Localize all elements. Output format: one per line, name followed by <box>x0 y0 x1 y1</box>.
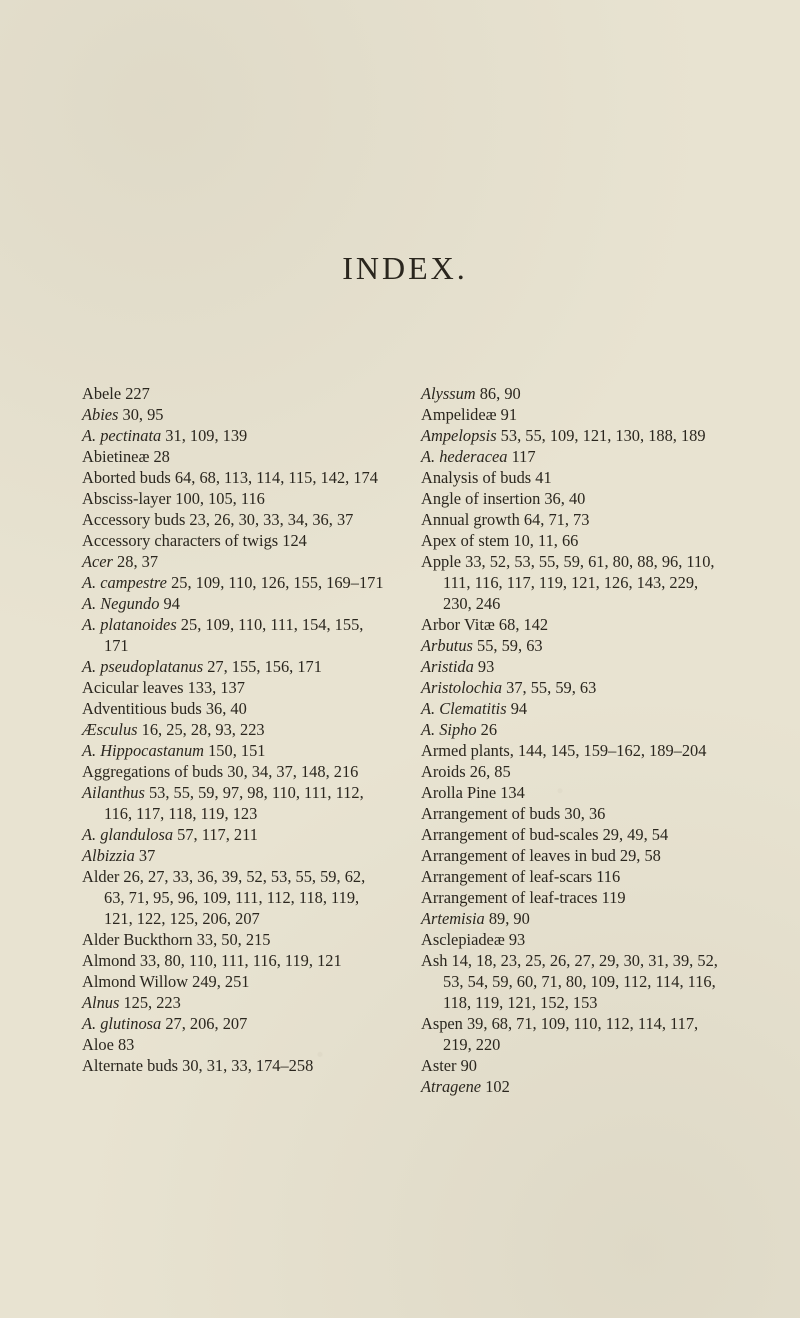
index-entry: Ampelideæ 91 <box>421 404 728 425</box>
index-entry: Annual growth 64, 71, 73 <box>421 509 728 530</box>
index-entry: Abies 30, 95 <box>82 404 389 425</box>
index-entry: Alder Buckthorn 33, 50, 215 <box>82 929 389 950</box>
index-entry: Ailanthus 53, 55, 59, 97, 98, 110, 111, … <box>82 782 389 824</box>
index-entry: Ash 14, 18, 23, 25, 26, 27, 29, 30, 31, … <box>421 950 728 1013</box>
index-entry: Ampelopsis 53, 55, 109, 121, 130, 188, 1… <box>421 425 728 446</box>
index-entry: Alternate buds 30, 31, 33, 174–258 <box>82 1055 389 1076</box>
index-entry: Arbor Vitæ 68, 142 <box>421 614 728 635</box>
index-columns: Abele 227Abies 30, 95A. pectinata 31, 10… <box>82 383 728 1097</box>
index-entry: Aloe 83 <box>82 1034 389 1055</box>
index-entry: Acicular leaves 133, 137 <box>82 677 389 698</box>
index-entry: Alyssum 86, 90 <box>421 383 728 404</box>
index-entry: Aspen 39, 68, 71, 109, 110, 112, 114, 11… <box>421 1013 728 1055</box>
index-entry: Apex of stem 10, 11, 66 <box>421 530 728 551</box>
index-entry: Adventitious buds 36, 40 <box>82 698 389 719</box>
index-entry: Aster 90 <box>421 1055 728 1076</box>
page: INDEX. Abele 227Abies 30, 95A. pectinata… <box>0 0 800 1318</box>
index-entry: Alder 26, 27, 33, 36, 39, 52, 53, 55, 59… <box>82 866 389 929</box>
index-entry: Almond Willow 249, 251 <box>82 971 389 992</box>
index-entry: A. platanoides 25, 109, 110, 111, 154, 1… <box>82 614 389 656</box>
index-entry: A. Negundo 94 <box>82 593 389 614</box>
index-entry: Arrangement of buds 30, 36 <box>421 803 728 824</box>
index-entry: Arrangement of leaf-traces 119 <box>421 887 728 908</box>
index-entry: Almond 33, 80, 110, 111, 116, 119, 121 <box>82 950 389 971</box>
index-entry: Accessory characters of twigs 124 <box>82 530 389 551</box>
index-entry: Arrangement of leaf-scars 116 <box>421 866 728 887</box>
index-entry: Aborted buds 64, 68, 113, 114, 115, 142,… <box>82 467 389 488</box>
index-entry: A. Sipho 26 <box>421 719 728 740</box>
index-entry: Angle of insertion 36, 40 <box>421 488 728 509</box>
index-entry: A. hederacea 117 <box>421 446 728 467</box>
index-entry: Accessory buds 23, 26, 30, 33, 34, 36, 3… <box>82 509 389 530</box>
index-entry: Arrangement of bud-scales 29, 49, 54 <box>421 824 728 845</box>
index-entry: Analysis of buds 41 <box>421 467 728 488</box>
page-title: INDEX. <box>82 250 728 287</box>
index-entry: A. pseudoplatanus 27, 155, 156, 171 <box>82 656 389 677</box>
index-entry: Atragene 102 <box>421 1076 728 1097</box>
index-entry: Arbutus 55, 59, 63 <box>421 635 728 656</box>
index-entry: Acer 28, 37 <box>82 551 389 572</box>
index-entry: Æsculus 16, 25, 28, 93, 223 <box>82 719 389 740</box>
index-entry: Apple 33, 52, 53, 55, 59, 61, 80, 88, 96… <box>421 551 728 614</box>
index-entry: Alnus 125, 223 <box>82 992 389 1013</box>
index-entry: A. Clematitis 94 <box>421 698 728 719</box>
index-entry: Armed plants, 144, 145, 159–162, 189–204 <box>421 740 728 761</box>
index-entry: Aggregations of buds 30, 34, 37, 148, 21… <box>82 761 389 782</box>
index-entry: Abele 227 <box>82 383 389 404</box>
index-entry: Absciss-layer 100, 105, 116 <box>82 488 389 509</box>
index-entry: Albizzia 37 <box>82 845 389 866</box>
index-entry: A. campestre 25, 109, 110, 126, 155, 169… <box>82 572 389 593</box>
index-entry: Abietineæ 28 <box>82 446 389 467</box>
index-entry: Artemisia 89, 90 <box>421 908 728 929</box>
index-entry: A. glutinosa 27, 206, 207 <box>82 1013 389 1034</box>
index-entry: Asclepiadeæ 93 <box>421 929 728 950</box>
index-entry: A. Hippocastanum 150, 151 <box>82 740 389 761</box>
index-entry: A. pectinata 31, 109, 139 <box>82 425 389 446</box>
index-entry: Aroids 26, 85 <box>421 761 728 782</box>
index-entry: Aristolochia 37, 55, 59, 63 <box>421 677 728 698</box>
index-entry: A. glandulosa 57, 117, 211 <box>82 824 389 845</box>
index-entry: Aristida 93 <box>421 656 728 677</box>
index-entry: Arrangement of leaves in bud 29, 58 <box>421 845 728 866</box>
index-entry: Arolla Pine 134 <box>421 782 728 803</box>
